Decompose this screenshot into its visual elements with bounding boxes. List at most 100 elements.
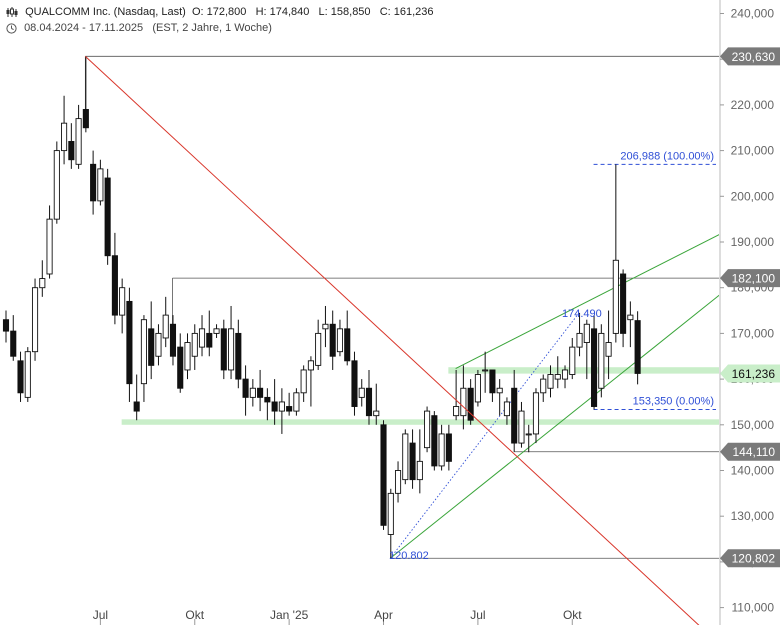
candle-body-up bbox=[402, 433, 409, 481]
price-level-badge: 230,630 bbox=[720, 47, 780, 66]
y-tick-label: 200,000 bbox=[731, 189, 775, 203]
candle-body-down bbox=[148, 328, 155, 366]
candle-body-down bbox=[489, 369, 496, 394]
candle bbox=[126, 287, 133, 402]
support-zone bbox=[448, 367, 719, 374]
candle bbox=[394, 461, 402, 503]
candle-body-up bbox=[569, 346, 576, 375]
candle bbox=[322, 305, 329, 348]
candle-body-up bbox=[249, 387, 256, 398]
y-tick-label: 220,000 bbox=[731, 98, 775, 112]
candle bbox=[278, 388, 285, 434]
y-tick-label: 150,000 bbox=[731, 418, 775, 432]
x-tick-label: Jan '25 bbox=[270, 608, 309, 622]
candle-body-up bbox=[453, 406, 460, 417]
candle bbox=[373, 383, 380, 425]
candle bbox=[453, 369, 460, 421]
candle bbox=[489, 369, 496, 402]
candle bbox=[561, 365, 569, 389]
candle bbox=[46, 205, 53, 279]
candle bbox=[474, 369, 481, 407]
candle bbox=[467, 379, 474, 425]
candle bbox=[351, 351, 358, 416]
candle bbox=[140, 315, 147, 402]
fibo-level-label: 153,350 (0.00%) bbox=[633, 395, 714, 407]
candle bbox=[496, 379, 503, 416]
candle bbox=[518, 401, 525, 448]
y-tick-label: 130,000 bbox=[731, 509, 775, 523]
candle bbox=[300, 365, 307, 402]
candle-body-up bbox=[525, 433, 532, 436]
price-level-badge-label: 144,110 bbox=[733, 445, 776, 459]
candle-body-up bbox=[576, 332, 583, 348]
price-level-badge: 182,100 bbox=[720, 269, 780, 288]
candle-body-up bbox=[39, 278, 46, 289]
candle bbox=[82, 56, 89, 133]
candle-body-up bbox=[315, 332, 322, 366]
candle bbox=[257, 369, 264, 412]
price-level-badge-shape bbox=[720, 549, 780, 568]
y-tick-label: 170,000 bbox=[731, 326, 775, 340]
chart-type-icon[interactable] bbox=[6, 6, 18, 18]
candle bbox=[213, 324, 220, 338]
candle bbox=[68, 123, 75, 169]
price-level-badge: 120,802 bbox=[720, 549, 780, 568]
channel-line-lower bbox=[389, 294, 719, 559]
clock-icon[interactable] bbox=[6, 22, 17, 34]
candle bbox=[387, 488, 394, 559]
candle-body-up bbox=[53, 150, 60, 220]
candle bbox=[315, 319, 322, 370]
candle-body-up bbox=[460, 387, 467, 417]
candle-body-up bbox=[358, 387, 365, 398]
candle-body-up bbox=[278, 401, 285, 412]
candle-body-up bbox=[336, 328, 344, 353]
candle-body-up bbox=[554, 374, 561, 380]
candle bbox=[264, 388, 271, 421]
candle bbox=[97, 159, 104, 206]
candle bbox=[525, 424, 532, 453]
candle-body-up bbox=[583, 323, 590, 343]
candle bbox=[17, 351, 24, 402]
x-tick-label: Jul bbox=[470, 608, 485, 622]
candle bbox=[627, 301, 634, 348]
candle bbox=[31, 278, 39, 361]
candle bbox=[569, 337, 576, 380]
candle bbox=[402, 429, 409, 485]
candle-body-up bbox=[184, 342, 191, 371]
candle-body-up bbox=[612, 259, 619, 334]
price-level-badge-shape bbox=[720, 442, 780, 461]
candle bbox=[358, 379, 365, 407]
candle-body-down bbox=[126, 300, 133, 385]
candle-body-down bbox=[264, 396, 271, 403]
price-level-badge-label: 230,630 bbox=[732, 50, 776, 64]
candle-body-up bbox=[438, 433, 445, 467]
candle-body-down bbox=[68, 141, 75, 161]
last-price-badge: 161,236 bbox=[720, 364, 780, 383]
x-tick-label: Okt bbox=[185, 608, 204, 622]
candle bbox=[344, 310, 351, 366]
candle-body-down bbox=[111, 255, 118, 316]
candle-body-down bbox=[380, 424, 387, 526]
candle-body-up bbox=[496, 387, 503, 394]
candle bbox=[271, 379, 278, 425]
y-tick-label: 140,000 bbox=[731, 464, 775, 478]
candle-body-up bbox=[547, 374, 554, 389]
candle bbox=[10, 315, 17, 361]
candle bbox=[612, 164, 619, 343]
candle bbox=[228, 305, 235, 380]
candle bbox=[424, 406, 431, 453]
candle bbox=[445, 424, 452, 471]
candle bbox=[329, 310, 336, 370]
candle bbox=[438, 424, 445, 471]
candle bbox=[605, 310, 612, 380]
ohlc-values: O: 172,800 H: 174,840 L: 158,850 C: 161,… bbox=[191, 6, 434, 19]
candle bbox=[24, 347, 31, 402]
candle bbox=[293, 388, 300, 416]
y-tick-label: 110,000 bbox=[732, 601, 775, 615]
candle-body-up bbox=[373, 410, 380, 417]
candle bbox=[198, 315, 206, 357]
y-tick-label: 210,000 bbox=[731, 144, 775, 158]
candle bbox=[409, 429, 416, 489]
candle-body-down bbox=[329, 323, 336, 357]
